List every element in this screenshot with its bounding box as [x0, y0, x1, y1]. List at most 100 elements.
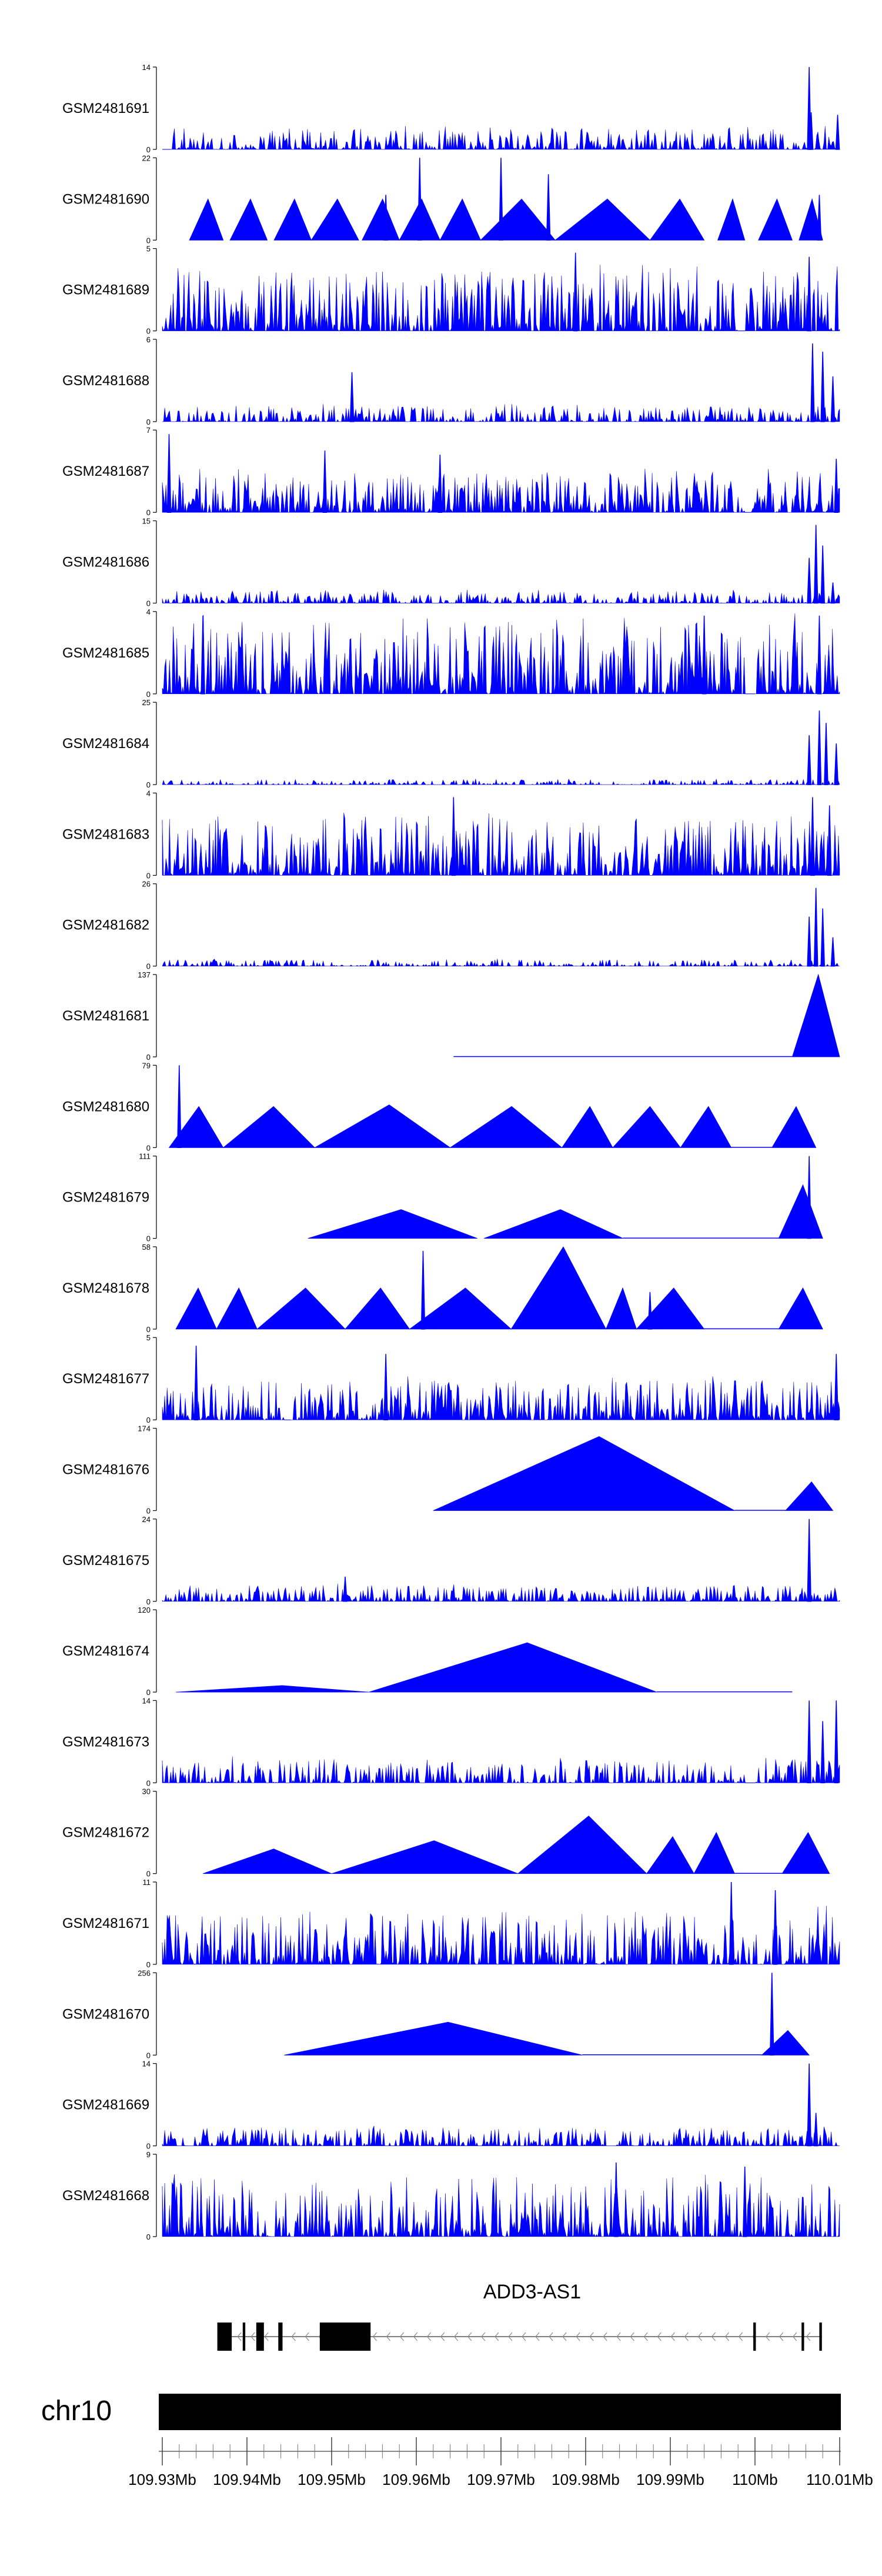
- gene-annotation-track: ADD3-AS1: [217, 2281, 822, 2351]
- x-axis-tick-label: 110.01Mb: [806, 2471, 873, 2488]
- y-axis-max-label: 14: [142, 1696, 151, 1705]
- coverage-peak: [807, 1519, 811, 1602]
- track-GSM2481685: GSM2481685 4 0: [62, 608, 840, 699]
- coverage-area: [162, 126, 840, 150]
- coverage-peak: [830, 376, 836, 422]
- track-GSM2481686: GSM2481686 15 0: [62, 517, 840, 608]
- coverage-triangle: [554, 198, 651, 241]
- coverage-peak: [807, 916, 811, 967]
- track-label: GSM2481682: [62, 917, 149, 933]
- coverage-triangle: [433, 1436, 735, 1511]
- coverage-peak: [383, 1354, 388, 1420]
- coverage-peak: [810, 797, 815, 876]
- coverage-peak: [830, 582, 836, 604]
- exon-block: [242, 2323, 246, 2351]
- coverage-triangle: [606, 1287, 637, 1330]
- x-axis-tick-label: 109.95Mb: [298, 2471, 366, 2488]
- coverage-peak: [546, 174, 551, 241]
- track-label: GSM2481691: [62, 101, 149, 116]
- track-label: GSM2481673: [62, 1734, 149, 1750]
- coverage-peak: [807, 1156, 811, 1239]
- y-axis-max-label: 6: [146, 335, 151, 344]
- coverage-peak: [647, 1292, 653, 1330]
- chromosome-label: chr10: [41, 2395, 112, 2427]
- track-label: GSM2481678: [62, 1280, 149, 1296]
- coverage-triangle: [222, 1106, 316, 1148]
- coverage-triangle: [649, 198, 705, 241]
- coverage-area: [162, 1756, 840, 1784]
- coverage-peak: [383, 195, 388, 241]
- strand-arrow-icon: [522, 2332, 526, 2341]
- coverage-triangle: [175, 1685, 369, 1693]
- track-GSM2481676: GSM2481676 174 0: [62, 1424, 834, 1516]
- coverage-area: [162, 778, 840, 786]
- y-axis-max-label: 5: [146, 1333, 151, 1342]
- track-label: GSM2481687: [62, 463, 149, 479]
- x-axis-tick-label: 109.99Mb: [636, 2471, 704, 2488]
- coverage-peak: [499, 158, 503, 241]
- coverage-area: [162, 2125, 840, 2147]
- y-axis-min-label: 0: [146, 1416, 151, 1424]
- coverage-area: [162, 2174, 840, 2237]
- coverage-triangle: [517, 1816, 647, 1874]
- y-axis-min-label: 0: [146, 1688, 151, 1697]
- exon-block: [801, 2323, 804, 2351]
- strand-arrow-icon: [630, 2332, 634, 2341]
- track-GSM2481673: GSM2481673 14 0: [62, 1696, 840, 1787]
- coverage-area: [162, 265, 840, 332]
- y-axis-max-label: 137: [138, 970, 151, 979]
- chromosome-axis-track: chr10 109.93Mb 109.94Mb 109.95Mb 109.96Mb 10…: [41, 2394, 873, 2488]
- strand-arrow-icon: [399, 2332, 405, 2341]
- coverage-triangle: [439, 198, 482, 241]
- y-axis-min-label: 0: [146, 1778, 151, 1787]
- coverage-triangle: [168, 1106, 224, 1148]
- x-axis-tick-label: 110Mb: [732, 2471, 778, 2488]
- strand-arrow-icon: [779, 2332, 784, 2341]
- strand-arrow-icon: [426, 2332, 432, 2341]
- coverage-peak: [573, 252, 578, 332]
- y-axis-min-label: 0: [146, 1234, 151, 1243]
- track-label: GSM2481679: [62, 1190, 149, 1206]
- y-axis-max-label: 26: [142, 880, 151, 889]
- track-label: GSM2481688: [62, 373, 149, 389]
- coverage-triangle: [313, 1105, 451, 1148]
- coverage-area: [162, 468, 840, 513]
- x-axis-tick-label: 109.98Mb: [552, 2471, 620, 2488]
- coverage-peak: [827, 805, 832, 876]
- track-label: GSM2481685: [62, 645, 149, 661]
- track-GSM2481671: GSM2481671 11 0: [62, 1878, 840, 1969]
- coverage-peak: [824, 723, 828, 785]
- strand-arrow-icon: [657, 2332, 662, 2341]
- strand-arrow-icon: [616, 2332, 621, 2341]
- gene-name-label: ADD3-AS1: [483, 2281, 581, 2303]
- coverage-peak: [193, 1346, 199, 1420]
- coverage-triangle: [612, 1106, 681, 1148]
- y-axis-max-label: 14: [142, 2060, 151, 2068]
- track-label: GSM2481669: [62, 2097, 149, 2113]
- track-label: GSM2481689: [62, 282, 149, 298]
- coverage-peak: [834, 459, 839, 513]
- coverage-triangle: [771, 1106, 817, 1148]
- coverage-triangle: [646, 1836, 694, 1874]
- strand-arrow-icon: [413, 2332, 418, 2341]
- track-GSM2481681: GSM2481681 137 0: [62, 970, 840, 1062]
- coverage-peak: [817, 615, 822, 695]
- track-label: GSM2481680: [62, 1099, 149, 1115]
- coverage-triangle: [449, 1106, 563, 1148]
- coverage-triangle: [791, 973, 840, 1057]
- y-axis-max-label: 111: [139, 1152, 151, 1161]
- coverage-peak: [807, 2063, 811, 2147]
- strand-arrow-icon: [589, 2332, 594, 2341]
- strand-arrow-icon: [603, 2332, 607, 2341]
- y-axis-max-label: 9: [146, 2150, 151, 2159]
- track-label: GSM2481677: [62, 1371, 149, 1387]
- coverage-peak: [437, 455, 443, 513]
- y-axis-min-label: 0: [146, 1507, 151, 1516]
- y-axis-max-label: 25: [142, 698, 151, 707]
- track-label: GSM2481671: [62, 1916, 149, 1931]
- exon-block: [319, 2323, 371, 2351]
- coverage-triangle: [636, 1287, 705, 1330]
- track-GSM2481680: GSM2481680 79 0: [62, 1061, 817, 1152]
- strand-arrow-icon: [440, 2332, 445, 2341]
- strand-arrow-icon: [643, 2332, 648, 2341]
